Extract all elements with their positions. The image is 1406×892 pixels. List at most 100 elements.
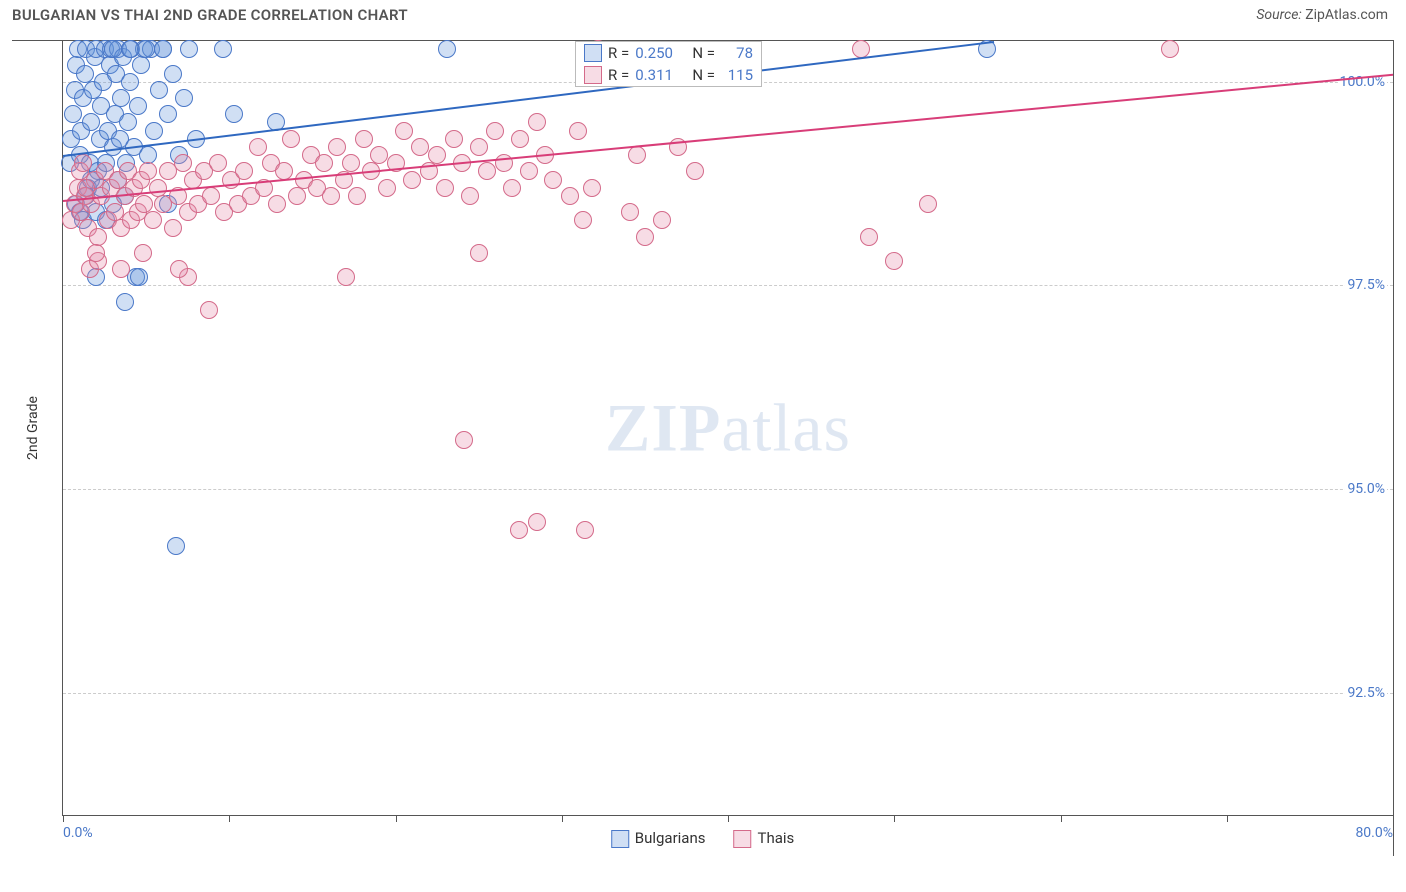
data-point: [174, 154, 192, 172]
legend-swatch: [584, 44, 602, 62]
data-point: [510, 521, 528, 539]
data-point: [139, 162, 157, 180]
data-point: [315, 154, 333, 172]
data-point: [403, 171, 421, 189]
data-point: [137, 40, 155, 58]
data-point: [478, 162, 496, 180]
data-point: [919, 195, 937, 213]
data-point: [528, 113, 546, 131]
legend-item: Thais: [734, 829, 795, 848]
data-point: [342, 154, 360, 172]
gridline: [63, 489, 1393, 490]
source-name: ZipAtlas.com: [1305, 7, 1388, 23]
data-point: [470, 138, 488, 156]
data-point: [436, 179, 454, 197]
data-point: [520, 162, 538, 180]
data-point: [355, 130, 373, 148]
data-point: [328, 138, 346, 156]
chart-container: 2nd Grade ZIPatlas 92.5%95.0%97.5%100.0%…: [12, 40, 1394, 856]
data-point: [860, 228, 878, 246]
x-tick: [1393, 815, 1394, 822]
x-tick: [728, 815, 729, 822]
chart-title: BULGARIAN VS THAI 2ND GRADE CORRELATION …: [12, 6, 408, 24]
legend-item: Bulgarians: [611, 829, 706, 848]
watermark: ZIPatlas: [605, 389, 851, 468]
y-tick-label: 92.5%: [1345, 685, 1387, 701]
trend-line: [63, 74, 1393, 202]
data-point: [121, 40, 139, 58]
data-point: [74, 154, 92, 172]
y-tick-label: 95.0%: [1345, 481, 1387, 497]
data-point: [370, 146, 388, 164]
data-point: [470, 244, 488, 262]
data-point: [621, 203, 639, 221]
gridline: [63, 693, 1393, 694]
data-point: [170, 260, 188, 278]
data-point: [445, 130, 463, 148]
data-point: [200, 301, 218, 319]
x-tick: [894, 815, 895, 822]
data-point: [135, 195, 153, 213]
data-point: [583, 179, 601, 197]
watermark-part-1: ZIP: [605, 390, 721, 466]
data-point: [653, 211, 671, 229]
gridline: [63, 285, 1393, 286]
data-point: [348, 187, 366, 205]
data-point: [428, 146, 446, 164]
watermark-part-2: atlas: [721, 390, 851, 466]
data-point: [225, 105, 243, 123]
data-point: [686, 162, 704, 180]
source-attribution: Source: ZipAtlas.com: [1256, 7, 1388, 23]
data-point: [150, 81, 168, 99]
data-point: [167, 537, 185, 555]
data-point: [235, 162, 253, 180]
data-point: [130, 268, 148, 286]
x-tick: [63, 815, 64, 822]
data-point: [180, 40, 198, 58]
data-point: [288, 187, 306, 205]
data-point: [119, 113, 137, 131]
data-point: [1161, 40, 1179, 58]
data-point: [561, 187, 579, 205]
stats-n-label: N =: [692, 44, 715, 62]
data-point: [209, 154, 227, 172]
data-point: [486, 122, 504, 140]
x-tick: [562, 815, 563, 822]
stats-row: R = 0.250 N = 78: [576, 42, 761, 64]
x-tick: [229, 815, 230, 822]
stats-r-value: 0.311: [635, 66, 673, 84]
data-point: [268, 195, 286, 213]
data-point: [438, 40, 456, 58]
data-point: [64, 105, 82, 123]
legend-label: Bulgarians: [635, 829, 706, 847]
data-point: [82, 113, 100, 131]
data-point: [164, 219, 182, 237]
stats-box: R = 0.250 N = 78R = 0.311 N = 115: [575, 41, 762, 87]
data-point: [636, 228, 654, 246]
data-point: [411, 138, 429, 156]
data-point: [628, 146, 646, 164]
data-point: [112, 89, 130, 107]
legend-swatch: [734, 830, 752, 848]
legend-swatch: [584, 66, 602, 84]
data-point: [134, 244, 152, 262]
stats-n-label: N =: [692, 66, 715, 84]
data-point: [885, 252, 903, 270]
data-point: [461, 187, 479, 205]
data-point: [112, 260, 130, 278]
data-point: [214, 40, 232, 58]
data-point: [455, 431, 473, 449]
data-point: [202, 187, 220, 205]
data-point: [528, 513, 546, 531]
data-point: [395, 122, 413, 140]
legend: Bulgarians Thais: [611, 829, 795, 848]
data-point: [164, 65, 182, 83]
data-point: [544, 171, 562, 189]
source-prefix: Source:: [1256, 7, 1305, 23]
data-point: [175, 89, 193, 107]
data-point: [77, 179, 95, 197]
data-point: [116, 293, 134, 311]
data-point: [121, 73, 139, 91]
x-tick: [1061, 815, 1062, 822]
data-point: [249, 138, 267, 156]
